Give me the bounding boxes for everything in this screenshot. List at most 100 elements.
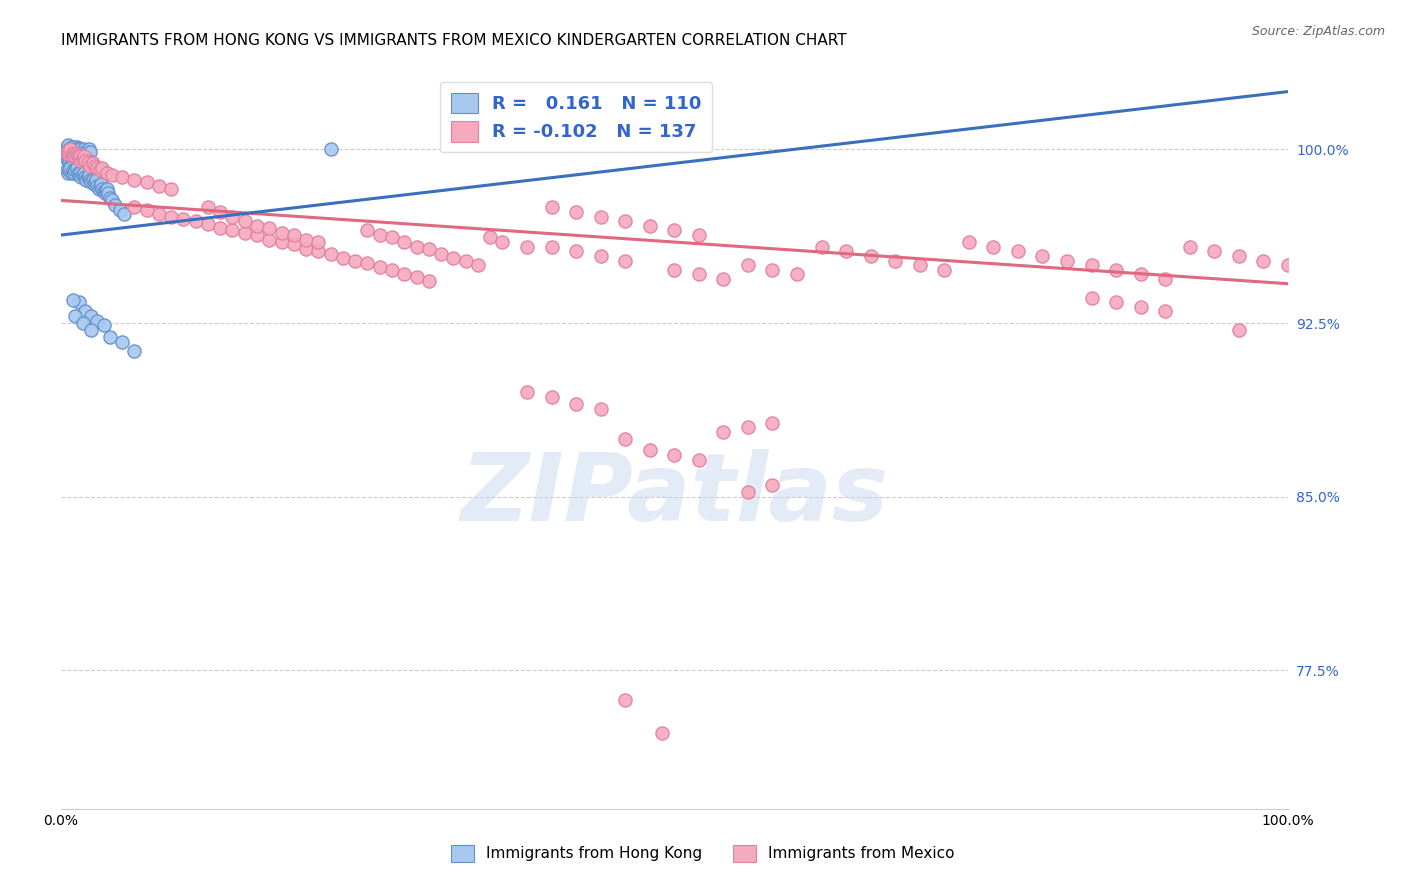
Point bbox=[84, 172, 107, 186]
Point bbox=[65, 163, 87, 178]
Point bbox=[761, 478, 783, 492]
Point bbox=[540, 390, 562, 404]
Point bbox=[368, 260, 391, 275]
Point bbox=[66, 145, 89, 159]
Point bbox=[664, 262, 686, 277]
Point bbox=[63, 147, 86, 161]
Point bbox=[69, 149, 91, 163]
Point bbox=[75, 145, 97, 159]
Point bbox=[479, 230, 502, 244]
Point bbox=[55, 140, 77, 154]
Point bbox=[91, 161, 114, 175]
Point bbox=[259, 233, 281, 247]
Point bbox=[72, 168, 94, 182]
Point bbox=[184, 214, 207, 228]
Point bbox=[761, 416, 783, 430]
Point bbox=[810, 240, 832, 254]
Point bbox=[63, 145, 86, 159]
Point bbox=[80, 309, 103, 323]
Point bbox=[63, 143, 86, 157]
Point bbox=[614, 693, 637, 707]
Point bbox=[381, 262, 404, 277]
Point bbox=[98, 330, 121, 344]
Point bbox=[307, 235, 329, 249]
Point bbox=[75, 147, 97, 161]
Point bbox=[381, 230, 404, 244]
Point bbox=[1227, 249, 1250, 263]
Point bbox=[565, 205, 588, 219]
Point bbox=[94, 184, 117, 198]
Point bbox=[148, 179, 170, 194]
Point bbox=[197, 217, 219, 231]
Point bbox=[82, 156, 104, 170]
Point bbox=[72, 152, 94, 166]
Point bbox=[405, 240, 427, 254]
Point bbox=[737, 420, 759, 434]
Legend: Immigrants from Hong Kong, Immigrants from Mexico: Immigrants from Hong Kong, Immigrants fr… bbox=[446, 838, 960, 868]
Point bbox=[67, 145, 90, 159]
Point bbox=[94, 186, 117, 201]
Text: Source: ZipAtlas.com: Source: ZipAtlas.com bbox=[1251, 25, 1385, 38]
Point bbox=[295, 233, 318, 247]
Text: IMMIGRANTS FROM HONG KONG VS IMMIGRANTS FROM MEXICO KINDERGARTEN CORRELATION CHA: IMMIGRANTS FROM HONG KONG VS IMMIGRANTS … bbox=[60, 33, 846, 48]
Point bbox=[83, 177, 105, 191]
Point bbox=[60, 154, 83, 169]
Point bbox=[72, 156, 94, 170]
Point bbox=[283, 228, 305, 243]
Point bbox=[62, 163, 84, 178]
Point bbox=[108, 202, 131, 217]
Point bbox=[65, 140, 87, 154]
Point bbox=[651, 725, 673, 739]
Point bbox=[344, 253, 367, 268]
Point bbox=[441, 252, 464, 266]
Point bbox=[73, 165, 96, 179]
Point bbox=[65, 149, 87, 163]
Point bbox=[688, 228, 710, 243]
Point bbox=[356, 223, 378, 237]
Point bbox=[75, 172, 97, 186]
Point bbox=[70, 154, 93, 169]
Point bbox=[1277, 258, 1299, 272]
Point bbox=[86, 161, 108, 175]
Point bbox=[1007, 244, 1029, 259]
Point bbox=[405, 269, 427, 284]
Point bbox=[283, 237, 305, 252]
Point bbox=[122, 172, 145, 186]
Point bbox=[62, 140, 84, 154]
Point bbox=[332, 252, 354, 266]
Point bbox=[1080, 258, 1102, 272]
Point bbox=[55, 145, 77, 159]
Point bbox=[221, 223, 243, 237]
Point bbox=[76, 156, 98, 170]
Point bbox=[67, 156, 90, 170]
Point bbox=[1253, 253, 1275, 268]
Point bbox=[454, 253, 477, 268]
Point bbox=[467, 258, 489, 272]
Point bbox=[295, 242, 318, 256]
Point bbox=[80, 323, 103, 337]
Point bbox=[540, 240, 562, 254]
Point bbox=[614, 214, 637, 228]
Point bbox=[908, 258, 931, 272]
Point bbox=[65, 147, 87, 161]
Point bbox=[197, 200, 219, 214]
Point bbox=[122, 343, 145, 358]
Point bbox=[319, 246, 342, 260]
Point bbox=[73, 143, 96, 157]
Point bbox=[418, 242, 440, 256]
Point bbox=[84, 159, 107, 173]
Point bbox=[246, 219, 269, 233]
Point bbox=[114, 207, 136, 221]
Point bbox=[75, 159, 97, 173]
Point bbox=[638, 219, 661, 233]
Point bbox=[430, 246, 453, 260]
Point bbox=[368, 228, 391, 243]
Point bbox=[101, 168, 124, 182]
Point bbox=[73, 154, 96, 169]
Point bbox=[221, 210, 243, 224]
Point bbox=[981, 240, 1004, 254]
Point bbox=[307, 244, 329, 259]
Point bbox=[80, 175, 103, 189]
Point bbox=[77, 154, 100, 169]
Point bbox=[516, 385, 538, 400]
